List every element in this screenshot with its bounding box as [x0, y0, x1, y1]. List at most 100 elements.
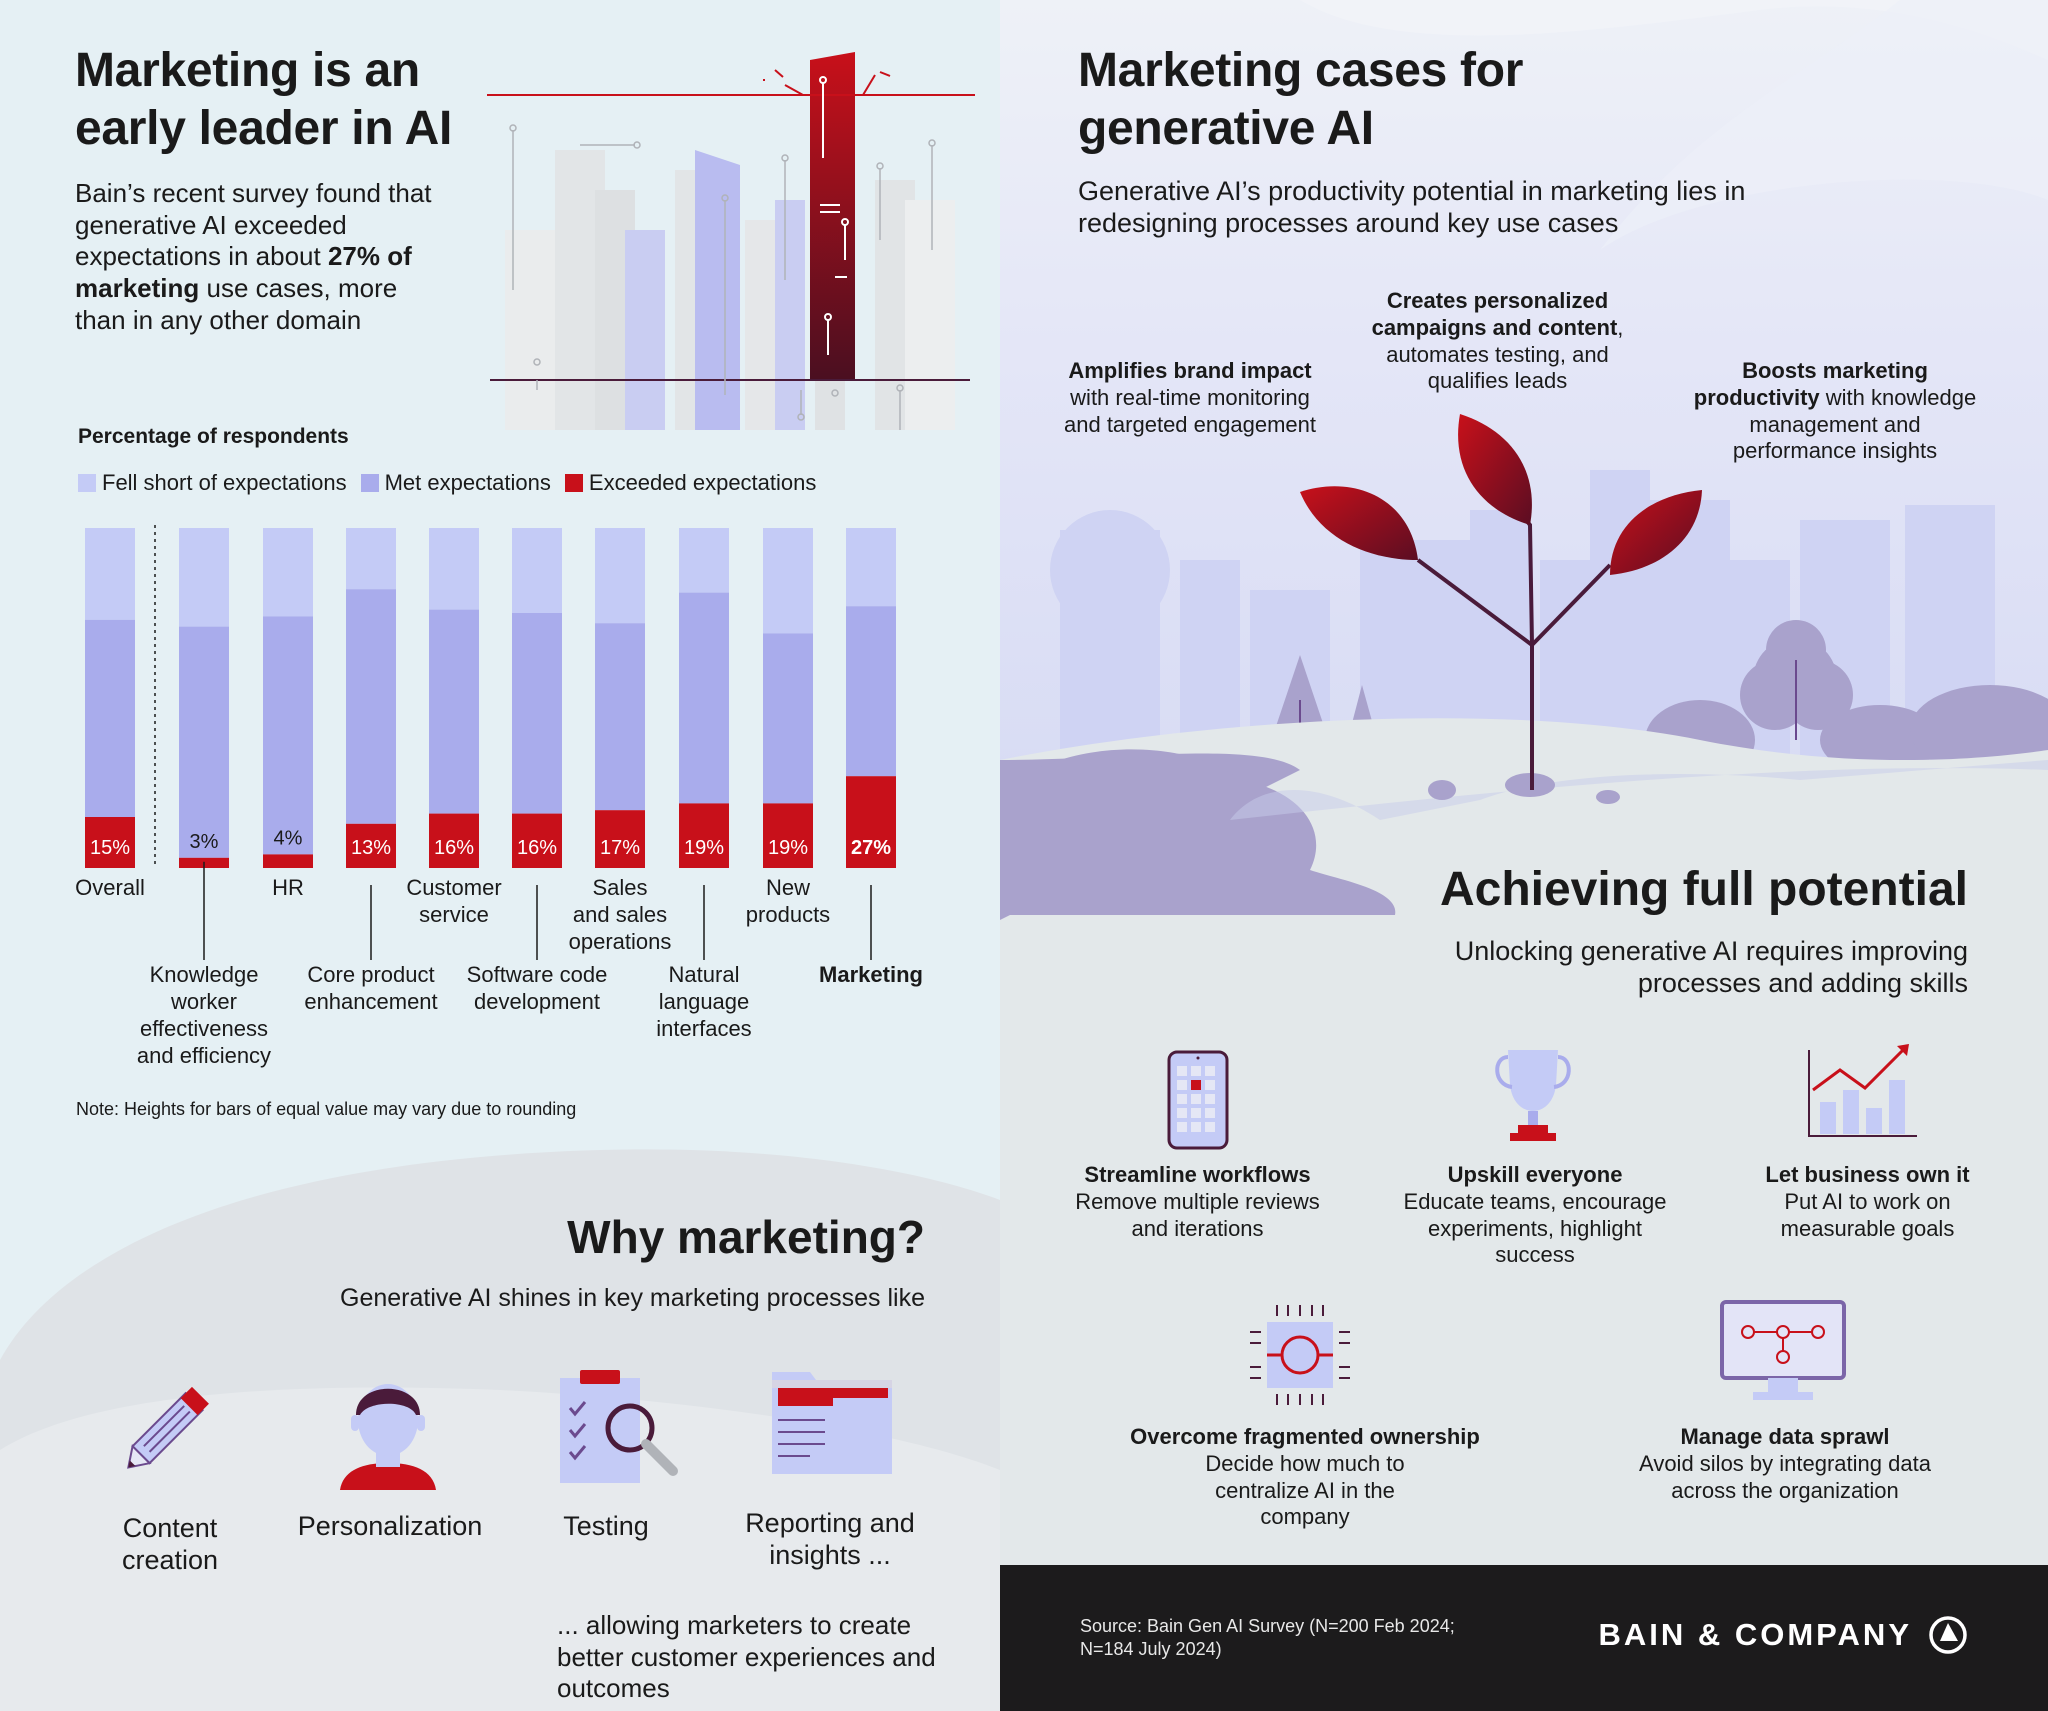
action-streamline-workflows: Streamline workflows Remove multiple rev… [1060, 1162, 1335, 1242]
bar-segment-met [679, 592, 729, 804]
bar-segment-exceeded [595, 810, 645, 868]
action-title: Upskill everyone [1447, 1162, 1623, 1187]
category-label: HR [272, 875, 304, 900]
plant-cityscape-illustration [1000, 0, 2048, 1565]
case-personalized-campaigns: Creates personalized campaigns and conte… [1355, 288, 1640, 395]
action-let-business-own-it: Let business own it Put AI to work on me… [1740, 1162, 1995, 1242]
leaf-right [1610, 490, 1702, 575]
chip-icon [1250, 1305, 1350, 1405]
leaf-left [1300, 486, 1418, 560]
action-desc: Decide how much to centralize AI in the … [1205, 1450, 1405, 1530]
why-item-personalization: Personalization [290, 1510, 490, 1542]
data-label: 19% [684, 837, 724, 859]
stacked-bar-chart: 15% Overall 3% Knowledgeworkereffectiveness… [75, 525, 923, 1068]
category-label: and sales [573, 902, 667, 927]
legend-swatch-fell-short [78, 474, 96, 492]
bar-segment-met [512, 613, 562, 814]
category-label: Overall [75, 875, 145, 900]
bain-logo: BAIN & COMPANY [1598, 1615, 1968, 1655]
category-label: and efficiency [137, 1043, 271, 1068]
case-text: , automates testing, and qualifies leads [1386, 314, 1624, 394]
bar-segment-met [263, 616, 313, 855]
legend-item-exceeded: Exceeded expectations [564, 470, 817, 496]
category-label: products [746, 902, 830, 927]
category-label: Natural [669, 962, 740, 987]
data-label: 15% [90, 837, 130, 859]
action-desc: Educate teams, encourage experiments, hi… [1403, 1188, 1667, 1268]
right-title: Marketing cases for generative AI [1078, 44, 1524, 155]
chart-note: Note: Heights for bars of equal value ma… [76, 1099, 577, 1119]
category-label: effectiveness [140, 1016, 268, 1041]
bar-segment-exceeded [346, 823, 396, 868]
category-label: worker [170, 989, 237, 1014]
category-label: Knowledge [150, 962, 259, 987]
source-note: Source: Bain Gen AI Survey (N=200 Feb 20… [1080, 1616, 1455, 1660]
category-label: New [766, 875, 810, 900]
why-item-label-line1: Content [122, 1513, 218, 1543]
legend-swatch-exceeded [564, 474, 583, 492]
bar-segment-fell-short [595, 528, 645, 624]
case-bold: Amplifies brand impact [1068, 358, 1312, 383]
data-label: 16% [434, 837, 474, 859]
legend-label-fell-short: Fell short of expectations [102, 470, 347, 495]
bar-segment-met [846, 606, 896, 777]
case-marketing-productivity: Boosts marketing productivity with knowl… [1685, 358, 1985, 465]
why-item-content-creation: Content creation [90, 1512, 250, 1577]
category-label: enhancement [304, 989, 437, 1014]
bar-segment-exceeded [85, 817, 135, 868]
bar-segment-fell-short [429, 528, 479, 610]
left-title: Marketing is an early leader in AI [75, 44, 453, 155]
category-label: language [659, 989, 750, 1014]
why-item-label-line2: creation [121, 1545, 219, 1576]
person-icon [340, 1384, 436, 1490]
clipboard-magnifier-icon [560, 1370, 678, 1483]
folder-report-icon [772, 1372, 892, 1474]
percentage-label: Percentage of respondents [78, 425, 349, 448]
case-brand-impact: Amplifies brand impact with real-time mo… [1060, 358, 1320, 438]
data-label: 17% [600, 837, 640, 859]
why-marketing-subtitle: Generative AI shines in key marketing pr… [340, 1284, 925, 1312]
bar-segment-exceeded [512, 813, 562, 868]
why-footer-text: ... allowing marketers to create better … [557, 1610, 936, 1704]
logo-text: BAIN & COMPANY [1598, 1617, 1912, 1652]
category-label: Sales [592, 875, 647, 900]
why-item-label-line1: Reporting and [745, 1508, 915, 1538]
logo-mark-icon [1929, 1616, 1967, 1654]
category-label: operations [569, 929, 672, 954]
data-label: 19% [768, 837, 808, 859]
why-item-reporting: Reporting and insights ... [730, 1507, 930, 1572]
bar-segment-exceeded [429, 813, 479, 868]
legend-item-met: Met expectations [360, 470, 551, 496]
left-intro: Bain’s recent survey found that generati… [75, 178, 455, 337]
legend-label-exceeded: Exceeded expectations [588, 470, 817, 495]
action-title: Streamline workflows [1084, 1162, 1311, 1187]
action-title: Manage data sprawl [1680, 1424, 1890, 1449]
left-background-curves [0, 1149, 1000, 1711]
pencil-icon [127, 1386, 209, 1469]
right-panel: Marketing cases for generative AI Genera… [1000, 0, 2048, 1711]
bar-segment-exceeded [679, 803, 729, 868]
category-label: Core product [307, 962, 434, 987]
category-label: development [474, 989, 600, 1014]
bar-segment-fell-short [679, 528, 729, 593]
intro-bold: 27% of marketing [75, 241, 412, 304]
data-label: 13% [351, 837, 391, 859]
monitor-network-icon [1720, 1300, 1846, 1400]
trophy-icon [1495, 1050, 1571, 1141]
leaf-top [1458, 414, 1532, 525]
case-text: with knowledge management and performanc… [1732, 384, 1977, 464]
city-skyline-illustration [487, 52, 975, 430]
intro-text-1: Bain’s recent survey found that generati… [75, 178, 432, 272]
bar-segment-met [346, 589, 396, 824]
bar-segment-met [179, 626, 229, 858]
bar-segment-exceeded [263, 854, 313, 868]
case-bold: Creates personalized campaigns and conte… [1371, 288, 1618, 340]
achieving-subtitle: Unlocking generative AI requires improvi… [1454, 936, 1968, 999]
case-bold: Boosts marketing productivity [1693, 358, 1928, 410]
bar-segment-fell-short [846, 528, 896, 607]
intro-text-2: use cases, more than in any other domain [75, 273, 398, 335]
bar-segment-met [763, 633, 813, 804]
bar-segment-fell-short [85, 528, 135, 620]
why-item-testing: Testing [536, 1510, 676, 1542]
category-label: interfaces [656, 1016, 751, 1041]
